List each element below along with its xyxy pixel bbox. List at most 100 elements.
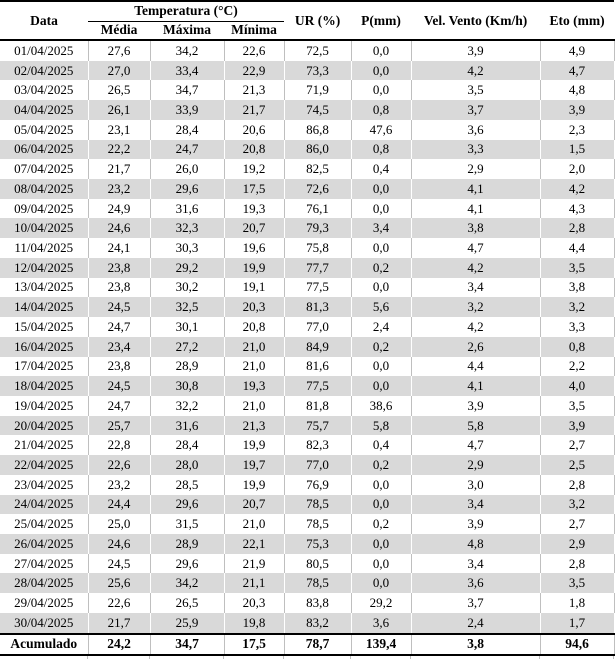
value-cell: 23,2 <box>88 474 151 495</box>
value-cell: 77,0 <box>284 317 352 337</box>
value-cell: 20,3 <box>224 297 285 318</box>
value-cell: 0,2 <box>351 455 412 475</box>
value-cell: 38,6 <box>351 395 412 416</box>
value-cell: 24,4 <box>88 494 151 515</box>
value-cell: 71,9 <box>284 80 352 101</box>
date-cell: 02/04/2025 <box>0 60 89 81</box>
value-cell: 0,0 <box>351 198 412 219</box>
value-cell: 2,6 <box>411 336 541 357</box>
acumulado-vel-vento: 3,8 <box>411 632 541 656</box>
table-row: 05/04/2025 23,1 28,4 20,6 86,8 47,6 3,6 2,3 <box>0 119 615 140</box>
value-cell: 0,2 <box>351 514 412 534</box>
value-cell: 4,7 <box>411 435 541 456</box>
table-row: 27/04/2025 24,5 29,6 21,9 80,5 0,0 3,4 2,8 <box>0 553 615 574</box>
value-cell: 32,3 <box>150 218 225 239</box>
value-cell: 24,1 <box>88 238 151 258</box>
date-cell: 27/04/2025 <box>0 553 89 574</box>
value-cell: 2,4 <box>411 612 541 634</box>
value-cell: 76,1 <box>284 198 352 219</box>
table-row: 30/04/2025 21,7 25,9 19,8 83,2 3,6 2,4 1,7 <box>0 612 615 634</box>
value-cell: 0,8 <box>351 100 412 120</box>
value-cell: 3,5 <box>540 395 615 416</box>
value-cell: 76,9 <box>284 474 352 495</box>
value-cell: 19,6 <box>224 238 285 258</box>
acumulado-p: 139,4 <box>351 632 412 656</box>
table-row: 25/04/2025 25,0 31,5 21,0 78,5 0,2 3,9 2,7 <box>0 514 615 534</box>
table-row: 20/04/2025 25,7 31,6 21,3 75,7 5,8 5,8 3,9 <box>0 415 615 436</box>
value-cell: 34,7 <box>150 80 225 101</box>
value-cell: 20,6 <box>224 119 285 140</box>
table-footer: Acumulado 24,2 34,7 17,5 78,7 139,4 3,8 … <box>0 632 615 656</box>
value-cell: 24,5 <box>88 553 151 574</box>
value-cell: 0,0 <box>351 238 412 258</box>
value-cell: 81,6 <box>284 356 352 377</box>
date-cell: 17/04/2025 <box>0 356 89 377</box>
value-cell: 2,3 <box>540 119 615 140</box>
value-cell: 1,8 <box>540 593 615 613</box>
table-row: 07/04/2025 21,7 26,0 19,2 82,5 0,4 2,9 2,0 <box>0 159 615 180</box>
value-cell: 23,8 <box>88 257 151 278</box>
value-cell: 3,5 <box>540 257 615 278</box>
value-cell: 20,7 <box>224 218 285 239</box>
value-cell: 25,9 <box>150 612 225 634</box>
table-row: 19/04/2025 24,7 32,2 21,0 81,8 38,6 3,9 3,5 <box>0 395 615 416</box>
table-row: 10/04/2025 24,6 32,3 20,7 79,3 3,4 3,8 2,8 <box>0 218 615 239</box>
value-cell: 3,3 <box>540 317 615 337</box>
value-cell: 86,8 <box>284 119 352 140</box>
value-cell: 26,1 <box>88 100 151 120</box>
value-cell: 2,7 <box>540 514 615 534</box>
value-cell: 0,0 <box>351 494 412 515</box>
value-cell: 4,7 <box>411 238 541 258</box>
date-cell: 04/04/2025 <box>0 100 89 120</box>
value-cell: 30,2 <box>150 277 225 298</box>
date-cell: 25/04/2025 <box>0 514 89 534</box>
value-cell: 22,1 <box>224 533 285 554</box>
value-cell: 0,0 <box>351 474 412 495</box>
value-cell: 5,6 <box>351 297 412 318</box>
value-cell: 4,9 <box>540 40 615 61</box>
value-cell: 19,1 <box>224 277 285 298</box>
value-cell: 22,8 <box>88 435 151 456</box>
value-cell: 4,1 <box>411 179 541 199</box>
date-cell: 09/04/2025 <box>0 198 89 219</box>
table-row: 03/04/2025 26,5 34,7 21,3 71,9 0,0 3,5 4,8 <box>0 80 615 101</box>
date-cell: 28/04/2025 <box>0 573 89 594</box>
value-cell: 28,9 <box>150 533 225 554</box>
value-cell: 19,2 <box>224 159 285 180</box>
value-cell: 0,8 <box>351 139 412 160</box>
value-cell: 24,7 <box>88 317 151 337</box>
value-cell: 22,2 <box>88 139 151 160</box>
value-cell: 19,7 <box>224 455 285 475</box>
header-row-1: Data Temperatura (°C) UR (%) P(mm) Vel. … <box>0 1 615 41</box>
value-cell: 21,0 <box>224 395 285 416</box>
table-row: 09/04/2025 24,9 31,6 19,3 76,1 0,0 4,1 4,3 <box>0 198 615 219</box>
value-cell: 26,0 <box>150 159 225 180</box>
date-cell: 30/04/2025 <box>0 612 89 634</box>
header-eto: Eto (mm) <box>540 1 615 41</box>
value-cell: 28,4 <box>150 435 225 456</box>
value-cell: 29,2 <box>351 593 412 613</box>
value-cell: 22,6 <box>88 593 151 613</box>
value-cell: 0,0 <box>351 376 412 396</box>
date-cell: 19/04/2025 <box>0 395 89 416</box>
date-cell: 15/04/2025 <box>0 317 89 337</box>
value-cell: 20,8 <box>224 317 285 337</box>
date-cell: 07/04/2025 <box>0 159 89 180</box>
value-cell: 77,7 <box>284 257 352 278</box>
value-cell: 27,2 <box>150 336 225 357</box>
table-body: 01/04/2025 27,6 34,2 22,6 72,5 0,0 3,9 4,9 02/04… <box>0 40 615 634</box>
date-cell: 10/04/2025 <box>0 218 89 239</box>
value-cell: 3,4 <box>351 218 412 239</box>
value-cell: 1,5 <box>540 139 615 160</box>
value-cell: 3,7 <box>411 593 541 613</box>
value-cell: 3,2 <box>540 297 615 318</box>
value-cell: 0,0 <box>351 40 412 61</box>
value-cell: 2,7 <box>540 435 615 456</box>
value-cell: 3,8 <box>411 218 541 239</box>
date-cell: 03/04/2025 <box>0 80 89 101</box>
table-row: 22/04/2025 22,6 28,0 19,7 77,0 0,2 2,9 2,5 <box>0 455 615 475</box>
value-cell: 23,4 <box>88 336 151 357</box>
value-cell: 78,5 <box>284 494 352 515</box>
